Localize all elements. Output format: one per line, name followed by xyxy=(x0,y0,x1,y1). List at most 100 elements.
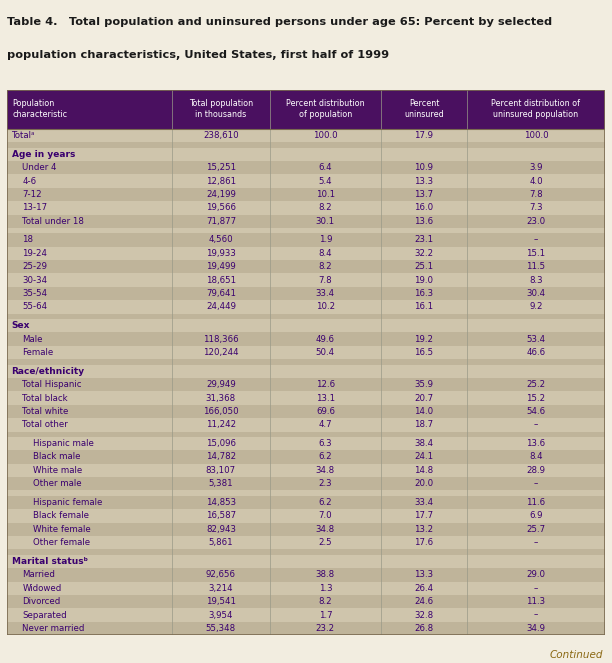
Text: Hispanic female: Hispanic female xyxy=(33,498,102,507)
Text: White male: White male xyxy=(33,466,82,475)
Text: –: – xyxy=(534,479,538,488)
Text: 12,861: 12,861 xyxy=(206,176,236,186)
Text: 3.9: 3.9 xyxy=(529,163,543,172)
Text: 118,366: 118,366 xyxy=(203,335,239,343)
Bar xyxy=(7,247,605,260)
Text: 33.4: 33.4 xyxy=(414,498,433,507)
Text: –: – xyxy=(534,538,538,547)
Text: 14,853: 14,853 xyxy=(206,498,236,507)
Text: 20.0: 20.0 xyxy=(414,479,433,488)
Text: 28.9: 28.9 xyxy=(526,466,545,475)
Text: –: – xyxy=(534,583,538,593)
Text: Total white: Total white xyxy=(22,407,69,416)
Text: 82,943: 82,943 xyxy=(206,525,236,534)
Text: Percent distribution of
uninsured population: Percent distribution of uninsured popula… xyxy=(491,99,580,119)
Text: 13-17: 13-17 xyxy=(22,204,47,212)
Bar xyxy=(7,581,605,595)
Text: 35-54: 35-54 xyxy=(22,289,47,298)
Text: 1.3: 1.3 xyxy=(319,583,332,593)
Text: 50.4: 50.4 xyxy=(316,348,335,357)
Text: 13.1: 13.1 xyxy=(316,394,335,402)
Text: Population
characteristic: Population characteristic xyxy=(12,99,67,119)
Text: 30.4: 30.4 xyxy=(526,289,545,298)
Text: 238,610: 238,610 xyxy=(203,131,239,140)
Bar xyxy=(7,622,605,635)
Text: 23.1: 23.1 xyxy=(414,235,433,245)
Bar xyxy=(7,90,605,129)
Bar xyxy=(7,332,605,346)
Text: 1.7: 1.7 xyxy=(319,611,332,619)
Text: 11,242: 11,242 xyxy=(206,420,236,430)
Bar xyxy=(7,391,605,404)
Text: 19.0: 19.0 xyxy=(414,276,433,284)
Bar xyxy=(7,359,605,365)
Text: 13.3: 13.3 xyxy=(414,570,433,579)
Text: Male: Male xyxy=(22,335,43,343)
Text: 24,199: 24,199 xyxy=(206,190,236,199)
Bar xyxy=(7,161,605,174)
Text: 4.7: 4.7 xyxy=(319,420,332,430)
Text: 14,782: 14,782 xyxy=(206,452,236,461)
Text: 23.0: 23.0 xyxy=(526,217,545,225)
Text: 11.5: 11.5 xyxy=(526,263,545,271)
Text: 24,449: 24,449 xyxy=(206,302,236,312)
Text: Never married: Never married xyxy=(22,624,84,633)
Text: 33.4: 33.4 xyxy=(316,289,335,298)
Bar xyxy=(7,595,605,609)
Bar xyxy=(7,142,605,148)
Bar xyxy=(7,228,605,233)
Text: 29.0: 29.0 xyxy=(526,570,545,579)
Text: 10.2: 10.2 xyxy=(316,302,335,312)
Text: 14.8: 14.8 xyxy=(414,466,433,475)
Bar xyxy=(7,491,605,496)
Bar xyxy=(7,174,605,188)
Bar xyxy=(7,463,605,477)
Text: Total Hispanic: Total Hispanic xyxy=(22,380,82,389)
Text: 16.1: 16.1 xyxy=(414,302,433,312)
Bar xyxy=(7,432,605,437)
Bar xyxy=(7,287,605,300)
Text: 12.6: 12.6 xyxy=(316,380,335,389)
Text: Total black: Total black xyxy=(22,394,68,402)
Bar xyxy=(7,273,605,287)
Text: 24.6: 24.6 xyxy=(414,597,433,606)
Text: 15.2: 15.2 xyxy=(526,394,545,402)
Text: Other male: Other male xyxy=(33,479,81,488)
Bar xyxy=(7,319,605,332)
Text: 25.1: 25.1 xyxy=(414,263,433,271)
Text: Black female: Black female xyxy=(33,511,89,520)
Text: 3,954: 3,954 xyxy=(209,611,233,619)
Bar xyxy=(7,378,605,391)
Text: 16.0: 16.0 xyxy=(414,204,433,212)
Text: 25.7: 25.7 xyxy=(526,525,545,534)
Text: 7.8: 7.8 xyxy=(319,276,332,284)
Bar xyxy=(7,201,605,215)
Text: 79,641: 79,641 xyxy=(206,289,236,298)
Text: 8.3: 8.3 xyxy=(529,276,543,284)
Text: 17.6: 17.6 xyxy=(414,538,433,547)
Text: 19-24: 19-24 xyxy=(22,249,47,258)
Text: 55-64: 55-64 xyxy=(22,302,47,312)
Bar xyxy=(7,609,605,622)
Text: 7-12: 7-12 xyxy=(22,190,42,199)
Bar xyxy=(7,300,605,314)
Bar xyxy=(7,536,605,550)
Text: 8.4: 8.4 xyxy=(529,452,543,461)
Text: 7.8: 7.8 xyxy=(529,190,543,199)
Text: Divorced: Divorced xyxy=(22,597,61,606)
Text: 13.6: 13.6 xyxy=(526,439,545,448)
Text: 3,214: 3,214 xyxy=(209,583,233,593)
Text: 20.7: 20.7 xyxy=(414,394,433,402)
Text: 19,566: 19,566 xyxy=(206,204,236,212)
Text: 15.1: 15.1 xyxy=(526,249,545,258)
Text: 16.3: 16.3 xyxy=(414,289,433,298)
Text: 26.4: 26.4 xyxy=(414,583,433,593)
Text: 9.2: 9.2 xyxy=(529,302,543,312)
Text: 6.3: 6.3 xyxy=(319,439,332,448)
Text: 25.2: 25.2 xyxy=(526,380,545,389)
Text: 1.9: 1.9 xyxy=(319,235,332,245)
Text: population characteristics, United States, first half of 1999: population characteristics, United State… xyxy=(7,50,389,60)
Text: 8.2: 8.2 xyxy=(319,597,332,606)
Text: 13.7: 13.7 xyxy=(414,190,433,199)
Text: 10.1: 10.1 xyxy=(316,190,335,199)
